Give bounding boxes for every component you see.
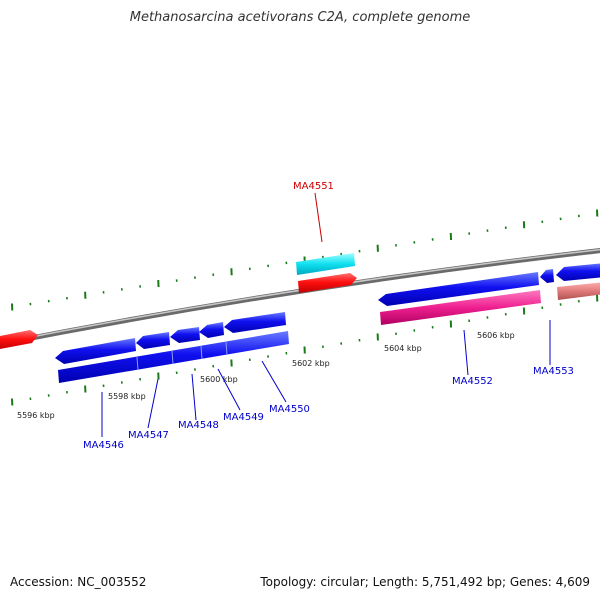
feature-cyan-ma4551[interactable]: [296, 253, 355, 275]
scale-label-5602: 5602 kbp: [292, 359, 330, 368]
feature-cds-right[interactable]: [556, 263, 600, 281]
scale-label-5596: 5596 kbp: [17, 411, 55, 420]
feature-cds-ma4550-top[interactable]: [224, 312, 286, 333]
feature-cds-5604[interactable]: [378, 272, 539, 306]
feature-cds-ma4547-top[interactable]: [136, 332, 170, 349]
gene-label-ma4550[interactable]: MA4550: [269, 404, 310, 415]
scale-label-5604: 5604 kbp: [384, 344, 422, 353]
tick-row-lower: [11, 294, 599, 406]
gene-label-ma4547[interactable]: MA4547: [128, 430, 169, 441]
genome-summary-text: Topology: circular; Length: 5,751,492 bp…: [260, 575, 590, 589]
feature-pink-ma4552[interactable]: [380, 290, 541, 325]
feature-left-red[interactable]: [0, 330, 38, 350]
map-title: Methanosarcina acetivorans C2A, complete…: [129, 10, 471, 25]
feature-cds-ma4548-top[interactable]: [170, 327, 200, 343]
scale-label-5598: 5598 kbp: [108, 392, 146, 401]
leader-lines: [101, 192, 551, 437]
feature-cds-ma4546-top[interactable]: [55, 338, 136, 364]
gene-label-ma4552[interactable]: MA4552: [452, 376, 493, 387]
feature-cds-lower-row[interactable]: [58, 331, 289, 383]
scale-label-5606: 5606 kbp: [477, 331, 515, 340]
accession-text: Accession: NC_003552: [10, 575, 147, 589]
feature-cds-ma4549-top[interactable]: [199, 322, 224, 338]
gene-label-ma4546[interactable]: MA4546: [83, 440, 124, 451]
gene-label-ma4549[interactable]: MA4549: [223, 412, 264, 423]
feature-red-ma4551[interactable]: [298, 273, 357, 293]
feature-salmon-ma4553[interactable]: [557, 282, 600, 300]
scale-label-5600: 5600 kbp: [200, 375, 238, 384]
gene-label-ma4551[interactable]: MA4551: [293, 181, 334, 192]
gene-label-ma4553[interactable]: MA4553: [533, 366, 574, 377]
tick-row-upper: [11, 209, 599, 311]
gene-label-ma4548[interactable]: MA4548: [178, 420, 219, 431]
feature-cds-small-a[interactable]: [540, 269, 554, 283]
